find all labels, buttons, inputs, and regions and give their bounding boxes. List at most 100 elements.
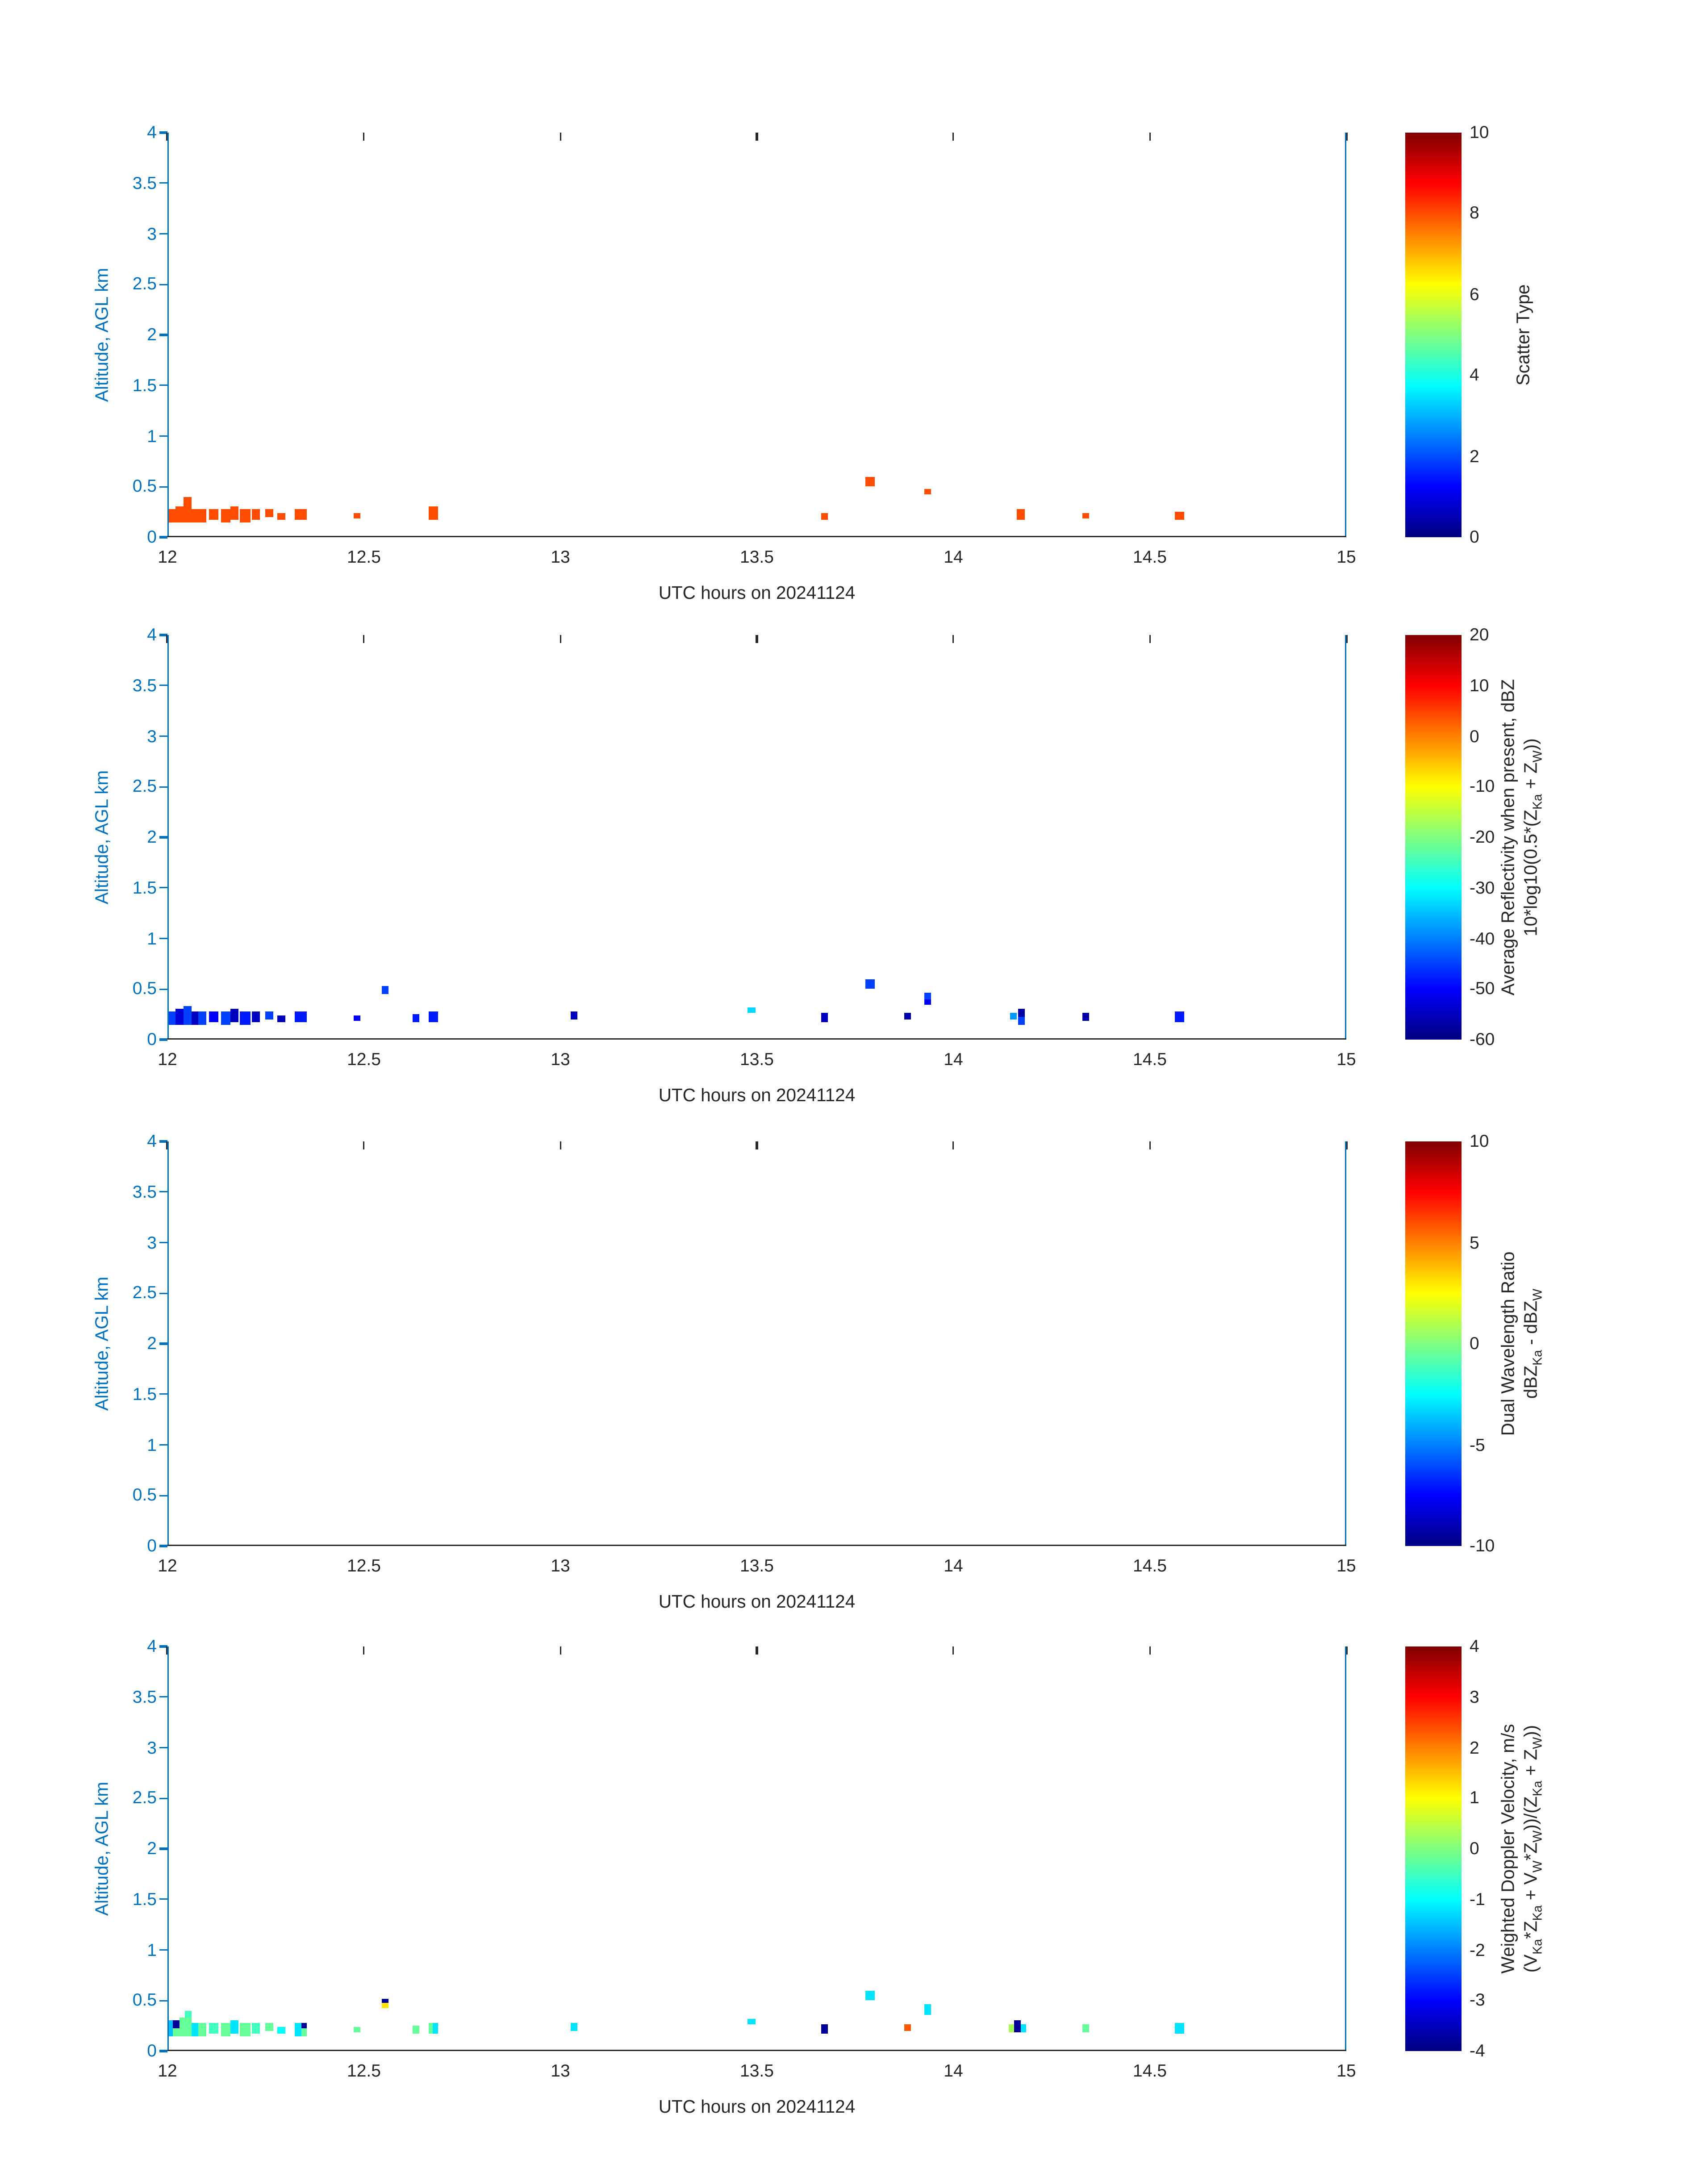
- data-cell: [1010, 1013, 1017, 1020]
- y-tick-label: 0: [147, 526, 157, 547]
- x-tick-label: 13.5: [740, 1555, 774, 1575]
- y-tick-label: 1.5: [132, 1889, 157, 1909]
- data-cells-layer: [167, 1646, 1346, 2051]
- data-cell: [175, 507, 184, 523]
- data-cell: [1175, 512, 1185, 520]
- y-axis-tick: [159, 836, 167, 838]
- data-cell: [747, 1007, 755, 1014]
- y-axis-tick: [159, 233, 167, 235]
- y-tick-label: 0.5: [132, 476, 157, 496]
- data-cell: [429, 507, 438, 520]
- y-axis-tick: [159, 1038, 167, 1040]
- x-axis-tick: [756, 133, 758, 141]
- colorbar-tick-label: 1: [1470, 1787, 1479, 1808]
- data-cell: [923, 489, 931, 495]
- y-axis-tick: [159, 786, 167, 788]
- colorbar-tick-label: -2: [1470, 1939, 1485, 1960]
- data-cell: [209, 1011, 219, 1023]
- x-tick-label: 12.5: [347, 1555, 381, 1575]
- data-cell: [295, 509, 307, 520]
- x-axis-tick: [1148, 1646, 1151, 1655]
- data-cell: [1175, 1011, 1185, 1023]
- y-axis-tick: [159, 937, 167, 940]
- data-cell: [173, 2021, 180, 2029]
- x-axis-tick: [952, 1646, 954, 1655]
- x-tick-label: 13: [551, 1555, 570, 1575]
- data-cell: [295, 2022, 301, 2037]
- data-cells-layer: [167, 133, 1346, 537]
- colorbar-tick-label: 4: [1470, 364, 1479, 385]
- data-cell: [1018, 1017, 1025, 1026]
- y-axis-tick: [159, 1545, 167, 1547]
- x-tick-label: 12: [158, 1049, 177, 1069]
- data-cell: [822, 513, 829, 520]
- y-axis-tick: [159, 1949, 167, 1951]
- data-cell: [381, 1998, 388, 2003]
- data-cell: [265, 1011, 274, 1020]
- data-cell: [191, 1011, 199, 1026]
- y-tick-label: 3.5: [132, 1181, 157, 1202]
- y-axis-tick: [159, 1342, 167, 1345]
- y-tick-label: 2: [147, 827, 157, 847]
- colorbar-tick-label: 10: [1470, 675, 1489, 695]
- panel-reflectivity: Altitude, AGL km 0 0.5 1 1.5 2 2.5 3 3.5 4 12 12.…: [0, 624, 1708, 1140]
- y-tick-label: 1.5: [132, 877, 157, 898]
- y-tick-label: 2: [147, 1838, 157, 1858]
- y-tick-label: 1: [147, 1434, 157, 1454]
- data-cell: [277, 2027, 285, 2034]
- right-axis-line: [1344, 1646, 1346, 2051]
- data-cell: [1082, 513, 1089, 519]
- y-axis-tick: [159, 1696, 167, 1698]
- colorbar-label-line: 10*log10(0.5*(ZKa + ZW)): [1520, 738, 1546, 936]
- y-tick-label: 4: [147, 122, 157, 142]
- y-axis-tick: [159, 1797, 167, 1799]
- data-cell: [175, 1009, 184, 1026]
- colorbar-tick-label: 0: [1470, 1333, 1479, 1353]
- y-tick-label: 1: [147, 1939, 157, 1960]
- x-axis-label: UTC hours on 20241124: [658, 2097, 856, 2117]
- x-axis-tick: [166, 635, 168, 643]
- colorbar-tick-label: -50: [1470, 978, 1495, 999]
- y-axis-tick: [159, 2050, 167, 2052]
- data-cell: [904, 1013, 911, 1020]
- plot-area: [159, 1645, 1347, 2052]
- y-tick-label: 2.5: [132, 273, 157, 294]
- x-axis-tick: [166, 133, 168, 141]
- colorbar-tick-label: -3: [1470, 1989, 1485, 2010]
- y-axis-tick: [159, 283, 167, 285]
- x-axis-tick: [166, 1141, 168, 1149]
- x-axis-line: [167, 535, 1346, 537]
- colorbar-tick-label: -30: [1470, 877, 1495, 898]
- x-tick-label: 14: [944, 1049, 963, 1069]
- data-cell: [167, 509, 175, 523]
- x-tick-label: 12: [158, 547, 177, 567]
- x-axis-line: [167, 1544, 1346, 1546]
- colorbar-tick-label: -10: [1470, 1535, 1495, 1555]
- y-tick-label: 3.5: [132, 1686, 157, 1707]
- x-tick-label: 15: [1336, 2060, 1356, 2081]
- data-cell: [904, 2025, 911, 2031]
- y-axis-tick: [159, 1140, 167, 1142]
- colorbar-tick-label: 0: [1470, 526, 1479, 547]
- data-cell: [570, 1011, 577, 1020]
- y-axis-tick: [159, 1292, 167, 1294]
- y-axis-tick: [159, 1847, 167, 1850]
- colorbar-label-line: dBZKa - dBZW: [1520, 1288, 1546, 1399]
- x-tick-label: 14: [944, 547, 963, 567]
- x-tick-label: 12: [158, 2060, 177, 2081]
- y-axis-tick: [159, 334, 167, 336]
- y-tick-label: 3.5: [132, 172, 157, 193]
- x-axis-tick: [952, 1141, 954, 1149]
- plot-area: [159, 1140, 1347, 1547]
- data-cell: [173, 2029, 180, 2037]
- x-axis-tick: [559, 1141, 561, 1149]
- x-tick-label: 14.5: [1133, 547, 1167, 567]
- data-cell: [354, 1015, 361, 1022]
- data-cell: [413, 1014, 420, 1023]
- colorbar-tick-label: 2: [1470, 445, 1479, 466]
- y-tick-label: 3.5: [132, 675, 157, 695]
- colorbar-tick-label: -5: [1470, 1434, 1485, 1454]
- y-tick-label: 2.5: [132, 776, 157, 796]
